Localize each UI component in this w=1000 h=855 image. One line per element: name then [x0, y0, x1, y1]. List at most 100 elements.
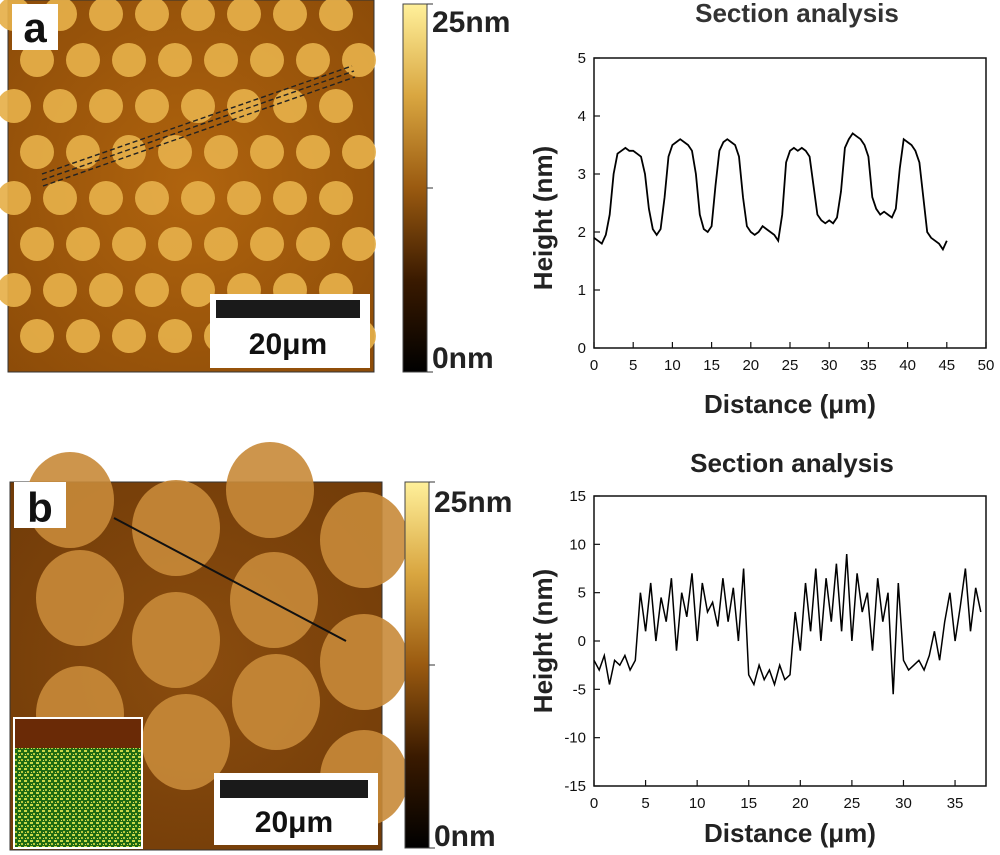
afm-domain [0, 181, 31, 215]
y-tick-label: 0 [578, 340, 586, 357]
afm-domain [89, 89, 123, 123]
afm-domain [204, 135, 238, 169]
x-axis-label-a: Distance (μm) [704, 389, 876, 419]
afm-domain [43, 89, 77, 123]
y-tick-label: -15 [564, 778, 586, 795]
afm-domain [112, 43, 146, 77]
x-tick-label: 15 [740, 795, 757, 812]
afm-domain [0, 89, 31, 123]
y-tick-label: -10 [564, 730, 586, 747]
height-profile-line-a [593, 132, 948, 252]
y-tick-label: -5 [573, 681, 586, 698]
afm-domain [89, 181, 123, 215]
afm-domain [226, 442, 314, 538]
afm-domain [20, 43, 54, 77]
afm-domain [342, 43, 376, 77]
colorbar-bottom-label-a: 0nm [432, 342, 494, 375]
afm-domain [342, 135, 376, 169]
afm-domain [181, 181, 215, 215]
afm-domain [142, 694, 230, 790]
x-tick-label: 10 [664, 357, 681, 374]
afm-domain [204, 43, 238, 77]
panel-label-b: b [27, 484, 53, 531]
x-tick-label: 35 [860, 357, 877, 374]
y-tick-label: 2 [578, 224, 586, 241]
afm-domain [181, 89, 215, 123]
afm-domain [227, 0, 261, 31]
y-tick-label: 5 [578, 50, 586, 67]
x-tick-label: 20 [792, 795, 809, 812]
height-profile-line-b [593, 553, 982, 695]
afm-domain [135, 273, 169, 307]
afm-domain [250, 135, 284, 169]
chart-title-a: Section analysis [695, 0, 899, 28]
afm-domain [43, 273, 77, 307]
x-tick-label: 10 [689, 795, 706, 812]
afm-domain [0, 273, 31, 307]
afm-image-a: 20μm a [0, 0, 376, 373]
afm-domain [43, 181, 77, 215]
afm-domain [342, 227, 376, 261]
section-chart-b: Section analysis 0 5 10 15 20 25 30 35 -15 -10 -5… [528, 448, 987, 848]
section-chart-a: Section analysis 0 5 10 15 20 25 30 35 40 45 50 01… [528, 0, 994, 419]
afm-domains-a [0, 0, 376, 353]
afm-domain [181, 0, 215, 31]
panel-label-box-a [12, 4, 58, 50]
afm-domain [320, 492, 408, 588]
afm-domain [250, 43, 284, 77]
afm-domain [232, 654, 320, 750]
afm-domain [273, 89, 307, 123]
y-tick-label: 3 [578, 166, 586, 183]
afm-domain [250, 227, 284, 261]
afm-domain [89, 273, 123, 307]
x-tick-label: 30 [821, 357, 838, 374]
colorbar-top-label-b: 25nm [434, 486, 512, 519]
y-tick-label: 10 [569, 536, 586, 553]
afm-domain [20, 319, 54, 353]
afm-domain [319, 0, 353, 31]
afm-domain [181, 273, 215, 307]
x-tick-label: 15 [703, 357, 720, 374]
section-line-b [113, 517, 347, 642]
y-tick-label: 0 [578, 633, 586, 650]
scalebar-b [220, 780, 368, 798]
afm-domain [230, 552, 318, 648]
y-tick-label: 15 [569, 488, 586, 505]
afm-domain [319, 181, 353, 215]
scalebar-label-a: 20μm [249, 328, 327, 361]
plot-frame-b [593, 495, 987, 787]
afm-domain [227, 89, 261, 123]
afm-domain [66, 227, 100, 261]
y-ticks-a: 0 1 2 3 4 5 [578, 50, 600, 357]
x-tick-label: 30 [895, 795, 912, 812]
afm-domain [319, 89, 353, 123]
y-ticks-b: -15 -10 -5 0 5 10 15 [564, 488, 600, 795]
y-axis-label-a: Height (nm) [528, 146, 558, 290]
x-tick-label: 0 [590, 357, 598, 374]
plot-frame-a [593, 57, 987, 349]
inset-top-region [14, 718, 142, 748]
panel-label-box-b [14, 482, 66, 528]
y-axis-label-b: Height (nm) [528, 569, 558, 713]
x-tick-label: 0 [590, 795, 598, 812]
afm-domain [112, 135, 146, 169]
x-axis-label-b: Distance (μm) [704, 818, 876, 848]
afm-domain [36, 550, 124, 646]
x-tick-label: 25 [844, 795, 861, 812]
afm-domain [112, 319, 146, 353]
x-tick-label: 45 [938, 357, 955, 374]
colorbar-a: 25nm 0nm [402, 3, 510, 375]
afm-domain [66, 43, 100, 77]
colorbar-b: 25nm 0nm [404, 481, 512, 853]
afm-domain [20, 135, 54, 169]
x-tick-label: 25 [782, 357, 799, 374]
x-tick-label: 5 [629, 357, 637, 374]
afm-domain [227, 181, 261, 215]
colorbar-gradient-a [402, 3, 428, 373]
afm-domain [296, 43, 330, 77]
scalebar-label-b: 20μm [255, 806, 333, 839]
afm-domain [273, 0, 307, 31]
inset-image-b [13, 717, 143, 849]
afm-domain [296, 135, 330, 169]
